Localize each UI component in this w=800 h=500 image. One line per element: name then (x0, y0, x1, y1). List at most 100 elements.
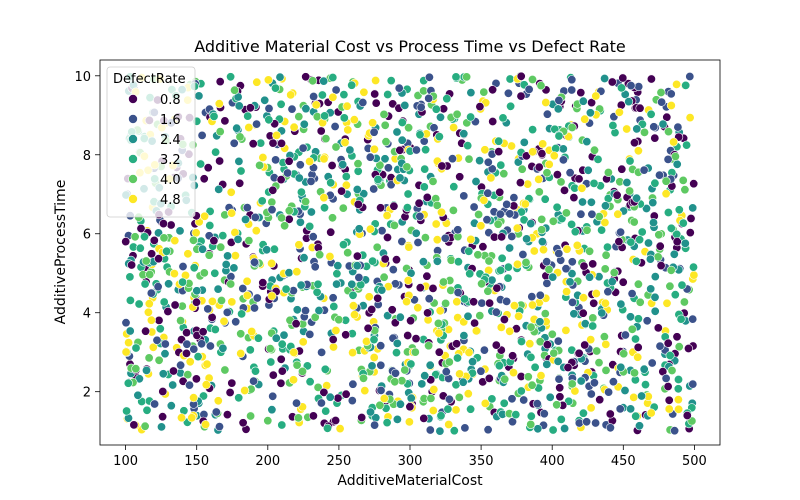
scatter-point (373, 293, 383, 303)
scatter-point (666, 223, 676, 233)
scatter-point (608, 121, 618, 131)
scatter-point (672, 79, 682, 89)
scatter-point (154, 355, 164, 365)
scatter-point (356, 280, 366, 290)
scatter-point (131, 364, 141, 374)
scatter-point (463, 389, 473, 399)
scatter-point (672, 332, 682, 342)
scatter-point (578, 96, 588, 106)
scatter-point (142, 405, 152, 415)
scatter-point (337, 186, 347, 196)
scatter-point (441, 298, 451, 308)
scatter-point (251, 226, 261, 236)
scatter-point (232, 123, 242, 133)
scatter-point (270, 83, 280, 93)
scatter-point (289, 347, 299, 357)
scatter-point (447, 154, 457, 164)
scatter-point (125, 326, 135, 336)
scatter-point (268, 138, 278, 148)
scatter-point (365, 224, 375, 234)
scatter-point (326, 227, 336, 237)
scatter-point (519, 137, 529, 147)
scatter-point (523, 372, 533, 382)
scatter-point (667, 365, 677, 375)
scatter-point (542, 340, 552, 350)
scatter-point (377, 285, 387, 295)
scatter-point (442, 94, 452, 104)
scatter-point (227, 378, 237, 388)
scatter-point (213, 396, 223, 406)
scatter-point (418, 257, 428, 267)
scatter-point (479, 195, 489, 205)
scatter-point (395, 145, 405, 155)
scatter-point (352, 251, 362, 261)
scatter-point (650, 306, 660, 316)
scatter-point (402, 203, 412, 213)
scatter-point (471, 326, 481, 336)
scatter-point (541, 98, 551, 108)
scatter-point (663, 127, 673, 137)
scatter-point (256, 138, 266, 148)
scatter-point (491, 307, 501, 317)
scatter-point (609, 268, 619, 278)
scatter-point (295, 217, 305, 227)
scatter-point (219, 316, 229, 326)
scatter-point (453, 287, 463, 297)
scatter-point (159, 219, 169, 229)
scatter-point (426, 393, 436, 403)
scatter-point (499, 398, 509, 408)
scatter-point (402, 297, 412, 307)
scatter-point (585, 246, 595, 256)
scatter-point (403, 189, 413, 199)
scatter-point (536, 371, 546, 381)
scatter-point (605, 409, 615, 419)
scatter-point (653, 323, 663, 333)
scatter-point (502, 296, 512, 306)
scatter-point (583, 165, 593, 175)
scatter-point (674, 342, 684, 352)
scatter-point (236, 348, 246, 358)
scatter-point (578, 408, 588, 418)
scatter-point (162, 246, 172, 256)
scatter-point (553, 356, 563, 366)
scatter-point (507, 394, 517, 404)
scatter-point (149, 235, 159, 245)
scatter-point (373, 175, 383, 185)
scatter-point (508, 368, 518, 378)
scatter-point (310, 262, 320, 272)
scatter-point (348, 348, 358, 358)
scatter-point (688, 262, 698, 272)
scatter-point (244, 123, 254, 133)
scatter-point (463, 141, 473, 151)
scatter-point (622, 178, 632, 188)
scatter-point (512, 259, 522, 269)
scatter-point (452, 353, 462, 363)
scatter-point (678, 175, 688, 185)
scatter-point (562, 287, 572, 297)
scatter-point (648, 218, 658, 228)
scatter-point (276, 138, 286, 148)
scatter-point (458, 377, 468, 387)
scatter-point (164, 279, 174, 289)
scatter-point (214, 184, 224, 194)
scatter-point (631, 256, 641, 266)
y-axis: 2 4 6 8 10 (74, 70, 100, 401)
scatter-point (471, 177, 481, 187)
scatter-point (466, 404, 476, 414)
scatter-point (436, 411, 446, 421)
scatter-point (537, 237, 547, 247)
scatter-point (526, 419, 536, 429)
scatter-point (395, 173, 405, 183)
scatter-point (483, 157, 493, 167)
scatter-point (267, 405, 277, 415)
scatter-point (614, 107, 624, 117)
scatter-point (496, 265, 506, 275)
scatter-point (649, 122, 659, 132)
scatter-point (537, 225, 547, 235)
scatter-point (367, 361, 377, 371)
scatter-point (414, 198, 424, 208)
scatter-point (680, 185, 690, 195)
scatter-point (569, 309, 579, 319)
scatter-point (131, 343, 141, 353)
